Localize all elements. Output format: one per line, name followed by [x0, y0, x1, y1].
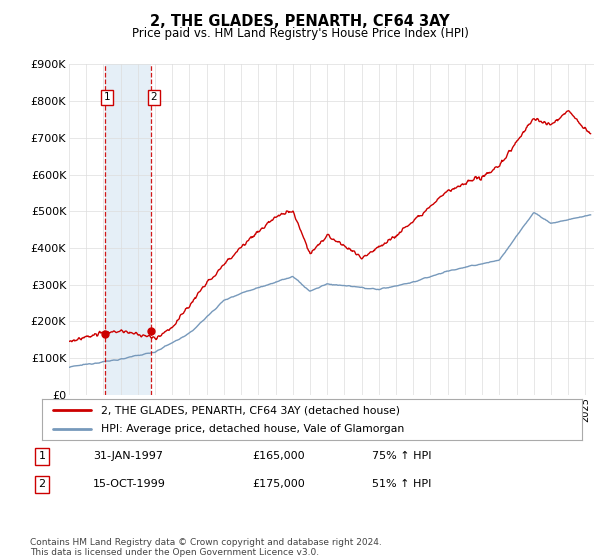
- Text: 51% ↑ HPI: 51% ↑ HPI: [372, 479, 431, 489]
- Text: 75% ↑ HPI: 75% ↑ HPI: [372, 451, 431, 461]
- Text: £165,000: £165,000: [252, 451, 305, 461]
- Text: 2: 2: [38, 479, 46, 489]
- Text: HPI: Average price, detached house, Vale of Glamorgan: HPI: Average price, detached house, Vale…: [101, 424, 404, 433]
- Text: 31-JAN-1997: 31-JAN-1997: [93, 451, 163, 461]
- Text: £175,000: £175,000: [252, 479, 305, 489]
- Text: 1: 1: [104, 92, 110, 102]
- Text: Price paid vs. HM Land Registry's House Price Index (HPI): Price paid vs. HM Land Registry's House …: [131, 27, 469, 40]
- Text: 2, THE GLADES, PENARTH, CF64 3AY: 2, THE GLADES, PENARTH, CF64 3AY: [150, 14, 450, 29]
- Text: 1: 1: [38, 451, 46, 461]
- Text: 2, THE GLADES, PENARTH, CF64 3AY (detached house): 2, THE GLADES, PENARTH, CF64 3AY (detach…: [101, 405, 400, 415]
- Bar: [105, 64, 151, 395]
- Text: 2: 2: [151, 92, 157, 102]
- Text: Contains HM Land Registry data © Crown copyright and database right 2024.
This d: Contains HM Land Registry data © Crown c…: [30, 538, 382, 557]
- Text: 15-OCT-1999: 15-OCT-1999: [93, 479, 166, 489]
